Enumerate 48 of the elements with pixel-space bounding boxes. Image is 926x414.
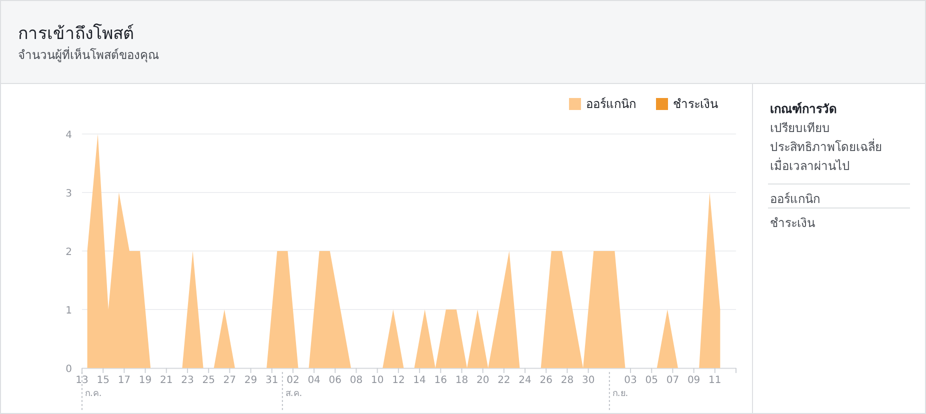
- y-tick-label: 2: [66, 247, 72, 258]
- text: ประสิทธิภาพโดยเฉลี่ย: [770, 138, 882, 154]
- text: ส.ค.: [285, 389, 302, 399]
- x-tick-label: 06: [328, 375, 342, 386]
- x-tick-label: 25: [202, 375, 215, 386]
- x-tick-label: 30: [582, 375, 595, 386]
- x-tick-label: 10: [370, 375, 384, 386]
- y-tick-label: 0: [66, 364, 72, 375]
- x-tick-label: 19: [138, 375, 152, 386]
- x-tick-label: 26: [540, 375, 552, 386]
- y-tick-label: 1: [66, 306, 72, 316]
- x-tick-label: 04: [308, 375, 320, 386]
- x-tick-label: 23: [181, 375, 194, 386]
- x-tick-label: 14: [413, 375, 426, 386]
- text: เมื่อเวลาผ่านไป: [770, 157, 850, 173]
- x-tick-label: 24: [518, 375, 532, 386]
- x-tick-label: 11: [708, 375, 722, 386]
- x-tick-label: 21: [160, 375, 173, 386]
- x-tick-label: 02: [286, 375, 300, 386]
- x-tick-label: 05: [645, 375, 658, 386]
- x-tick-label: 18: [455, 375, 468, 386]
- chart-title: การเข้าถึงโพสต์: [18, 23, 134, 44]
- y-tick-label: 4: [66, 130, 72, 141]
- x-tick-label: 09: [687, 375, 700, 386]
- x-tick-label: 16: [434, 375, 448, 386]
- x-tick-label: 22: [498, 375, 510, 386]
- legend-label: ชำระเงิน: [673, 97, 718, 111]
- x-tick-label: 20: [476, 375, 490, 386]
- x-tick-label: 31: [266, 375, 278, 386]
- x-tick-label: 12: [392, 375, 405, 386]
- x-tick-label: 08: [350, 375, 363, 386]
- text: ชำระเงิน: [770, 216, 815, 230]
- y-tick-label: 3: [66, 188, 72, 200]
- x-tick-label: 15: [96, 375, 110, 386]
- text: เกณฑ์การวัด: [770, 102, 837, 116]
- text: ออร์แกนิก: [770, 192, 820, 206]
- x-tick-label: 17: [118, 375, 131, 386]
- x-tick-label: 28: [560, 375, 574, 386]
- text: ก.ย.: [612, 389, 628, 399]
- x-tick-label: 03: [624, 375, 637, 386]
- text: ก.ค.: [85, 389, 102, 399]
- x-tick-label: 07: [666, 375, 680, 386]
- legend-label: ออร์แกนิก: [586, 97, 636, 111]
- x-tick-label: 29: [244, 375, 258, 386]
- x-tick-label: 27: [223, 375, 236, 386]
- x-tick-label: 13: [76, 375, 88, 386]
- text: เปรียบเทียบ: [770, 121, 830, 135]
- chart-subtitle: จำนวนผู้ที่เห็นโพสต์ของคุณ: [18, 46, 159, 63]
